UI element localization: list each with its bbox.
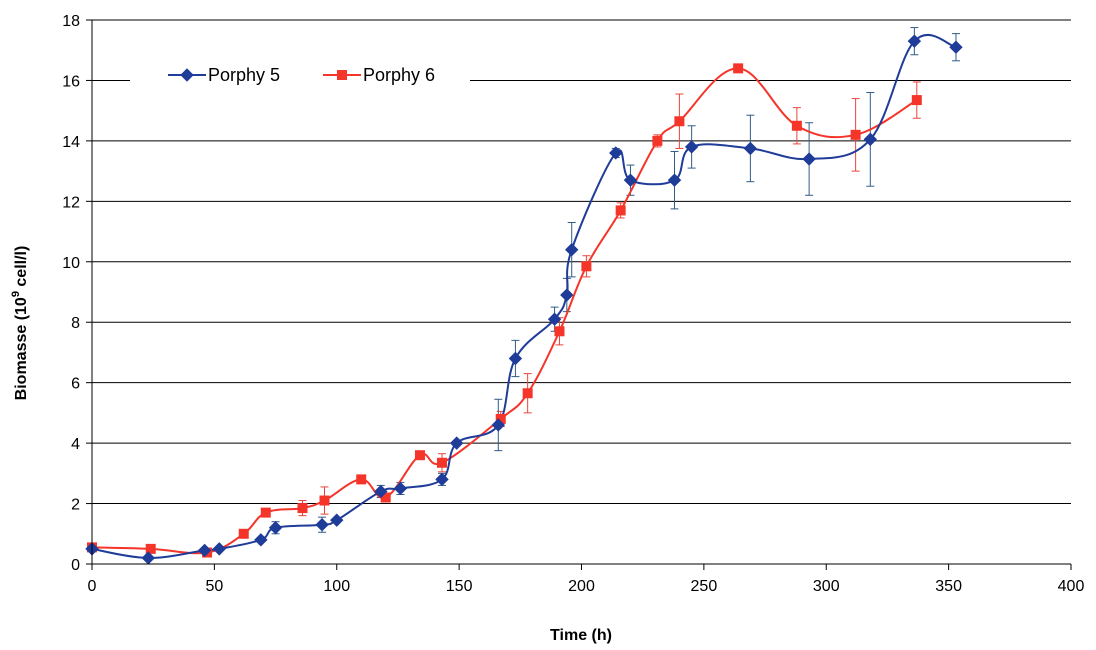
- y-tick-label-2: 2: [71, 497, 80, 514]
- x-tick-labels: 0 50 100 150 200 250 300 350 400: [88, 578, 1085, 595]
- point-porphy-5-10: [435, 472, 449, 487]
- x-tick-label-0: 0: [88, 578, 97, 595]
- x-tick-label-200: 200: [568, 578, 595, 595]
- x-tick-label-150: 150: [446, 578, 473, 595]
- point-porphy-5-24: [907, 34, 922, 48]
- y-tick-label-6: 6: [71, 376, 80, 393]
- point-porphy-6-10: [436, 457, 447, 468]
- point-porphy-6-12: [522, 388, 533, 399]
- point-porphy-5-11: [449, 436, 464, 450]
- y-tick-label-0: 0: [71, 557, 80, 574]
- x-tick-label-50: 50: [205, 578, 223, 595]
- point-porphy-5-25: [949, 40, 963, 54]
- point-porphy-5-17: [609, 146, 623, 160]
- point-porphy-6-14: [581, 261, 592, 272]
- point-porphy-5-13: [508, 351, 523, 366]
- series-line-porphy-5: [91, 33, 957, 560]
- x-tick-label-400: 400: [1058, 578, 1085, 595]
- point-porphy-5-19: [667, 173, 682, 187]
- y-axis-title-main: Biomasse (10: [13, 297, 30, 400]
- point-porphy-6-21: [911, 95, 922, 106]
- y-tick-label-8: 8: [71, 315, 80, 332]
- error-bars: [271, 27, 960, 535]
- y-tick-label-16: 16: [62, 73, 80, 90]
- legend: Porphy 5 Porphy 6: [130, 58, 470, 94]
- point-porphy-6-19: [791, 120, 802, 131]
- point-porphy-6-18: [733, 63, 744, 74]
- point-porphy-6-15: [615, 205, 626, 216]
- legend-label-porphy-6: Porphy 6: [363, 65, 435, 85]
- point-porphy-5-15: [560, 288, 574, 302]
- point-porphy-5-20: [684, 140, 699, 154]
- point-porphy-5-9: [393, 481, 408, 496]
- y-axis-title-unit: cell/l): [13, 246, 30, 291]
- point-porphy-6-7: [356, 474, 367, 485]
- point-porphy-5-12: [491, 418, 505, 432]
- legend-marker-porphy-5: [180, 68, 194, 82]
- point-porphy-5-6: [315, 518, 329, 532]
- y-tick-label-18: 18: [62, 13, 80, 30]
- point-porphy-5-2: [197, 543, 212, 558]
- legend-marker-porphy-6: [337, 70, 347, 80]
- point-porphy-6-6: [319, 495, 330, 506]
- point-porphy-5-4: [254, 533, 268, 547]
- point-porphy-5-8: [374, 484, 388, 499]
- point-porphy-6-17: [674, 116, 685, 127]
- point-porphy-5-7: [330, 513, 344, 527]
- point-porphy-5-21: [743, 141, 758, 156]
- point-porphy-6-16: [652, 135, 663, 146]
- axes: [86, 19, 1072, 570]
- point-porphy-5-18: [623, 173, 638, 187]
- point-porphy-6-13: [554, 326, 565, 337]
- x-axis-title: Time (h): [550, 627, 612, 644]
- x-tick-label-100: 100: [323, 578, 350, 595]
- x-tick-label-250: 250: [691, 578, 718, 595]
- point-porphy-5-5: [268, 521, 283, 535]
- x-tick-label-350: 350: [935, 578, 962, 595]
- point-porphy-5-16: [565, 242, 579, 257]
- point-porphy-6-9: [414, 450, 425, 461]
- legend-label-porphy-5: Porphy 5: [208, 65, 280, 85]
- series-lines: [91, 33, 957, 560]
- y-axis-title-exponent: 9: [10, 291, 22, 297]
- y-tick-label-12: 12: [62, 194, 80, 211]
- point-porphy-6-3: [238, 528, 249, 539]
- y-tick-label-4: 4: [71, 436, 80, 453]
- y-axis-title: Biomasse (109 cell/l): [10, 246, 30, 401]
- series-markers: [85, 34, 963, 565]
- point-porphy-6-5: [297, 503, 308, 514]
- point-porphy-5-23: [863, 132, 878, 147]
- point-porphy-5-22: [802, 152, 816, 166]
- point-porphy-6-1: [145, 543, 156, 554]
- point-porphy-5-14: [547, 312, 562, 326]
- point-porphy-6-4: [260, 507, 271, 518]
- y-tick-label-14: 14: [62, 134, 80, 151]
- x-tick-label-300: 300: [813, 578, 840, 595]
- point-porphy-5-3: [212, 542, 226, 556]
- y-tick-labels: 0 2 4 6 8 10 12 14 16 18: [62, 13, 80, 574]
- point-porphy-6-20: [850, 129, 861, 140]
- y-tick-label-10: 10: [62, 255, 80, 272]
